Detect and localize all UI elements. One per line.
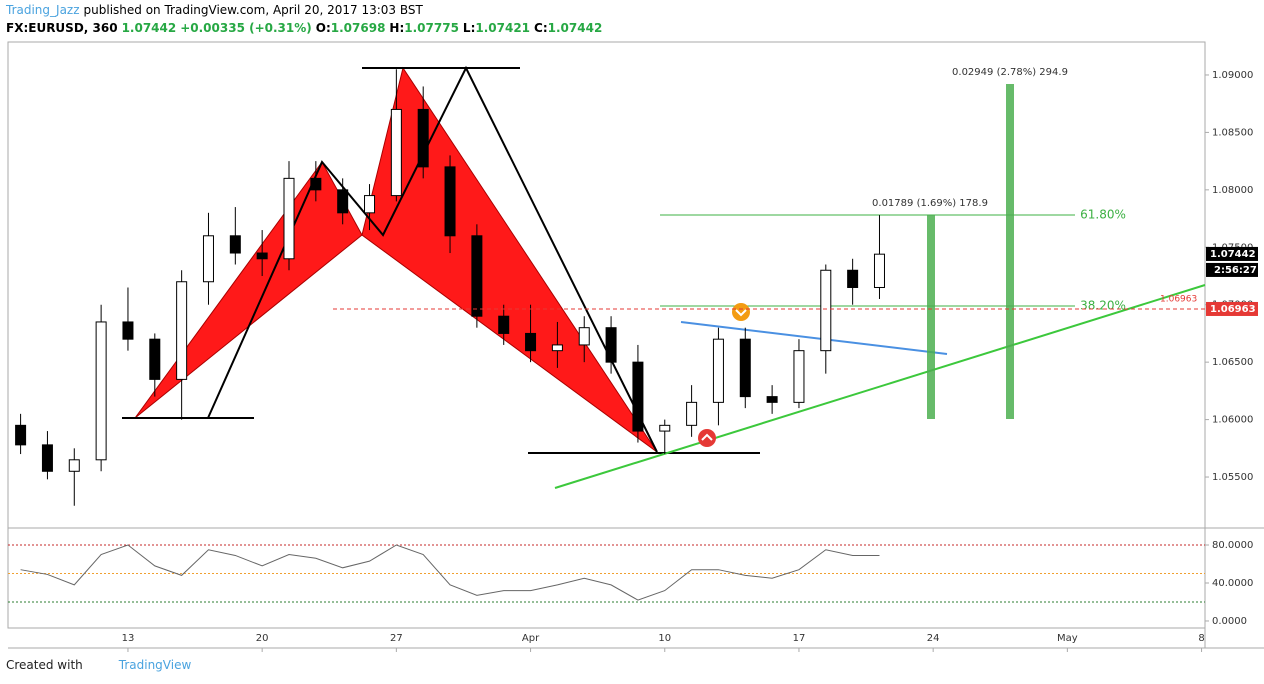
brand[interactable]: TradingView: [118, 658, 192, 672]
countdown: 2:56:27: [1214, 265, 1257, 276]
drawings: [122, 65, 1206, 489]
candle-body: [229, 235, 241, 254]
ohlc-value: 1.07775: [404, 21, 459, 35]
last-price: 1.07442: [121, 21, 177, 35]
candle-body: [283, 177, 295, 260]
candle-body: [551, 344, 563, 352]
candle-body: [122, 321, 134, 340]
x-tick-label: 10: [658, 633, 671, 644]
x-tick-label: 27: [390, 633, 403, 644]
candle-body: [310, 177, 322, 191]
x-tick-label: Apr: [522, 633, 540, 644]
candle-body: [176, 281, 188, 380]
resistance-line: [680, 321, 948, 355]
pattern-xab: [134, 161, 363, 419]
symbol-line: FX:EURUSD, 360 1.07442 +0.00335 (+0.31%) O:…: [6, 21, 610, 35]
x-tick-label: 8: [1198, 633, 1204, 644]
y-tick-label: 40.0000: [1212, 578, 1253, 589]
candle-body: [659, 424, 671, 432]
measure-label: 0.02949 (2.78%) 294.9: [952, 67, 1068, 78]
x-tick-label: 17: [793, 633, 806, 644]
published: published on TradingView.com, April 20, …: [83, 3, 423, 17]
candle-body: [471, 235, 483, 317]
trendline: [554, 284, 1206, 489]
candle-body: [256, 252, 268, 260]
candle-body: [202, 235, 214, 283]
buy-signal: [698, 429, 716, 447]
candle-body: [847, 269, 859, 288]
countdown-tag: [1206, 262, 1258, 277]
y-tick-label: 1.09000: [1212, 70, 1253, 81]
price-tag-label: 1.06963: [1210, 304, 1256, 315]
y-tick-label: 0.0000: [1212, 616, 1247, 627]
candle-body: [820, 269, 832, 352]
x-tick-label: 20: [256, 633, 269, 644]
x-tick-label: 13: [122, 633, 135, 644]
ohlc-label: H:: [389, 21, 405, 35]
candle-body: [605, 327, 617, 363]
fib-label: 61.80%: [1080, 208, 1126, 222]
change: +0.00335 (+0.31%): [180, 21, 312, 35]
projection-bar: [927, 215, 935, 419]
fib-label: 38.20%: [1080, 299, 1126, 313]
candle-body: [68, 459, 80, 472]
ohlc-label: C:: [534, 21, 548, 35]
projection-bar: [1006, 84, 1014, 419]
candle-body: [417, 108, 429, 168]
price-line-label: 1.06963: [1160, 294, 1197, 304]
measure-label: 0.01789 (1.69%) 178.9: [872, 198, 988, 209]
ohlc-label: O:: [315, 21, 331, 35]
y-tick-label: 1.08000: [1212, 185, 1253, 196]
ohlc-value: 1.07698: [330, 21, 386, 35]
candle-body: [337, 189, 349, 214]
price-tag: [1206, 246, 1258, 261]
y-tick-label: 1.08500: [1212, 127, 1253, 138]
candle-body: [15, 424, 27, 446]
header-line: Trading_Jazz published on TradingView.com…: [6, 3, 427, 17]
candle-body: [498, 315, 510, 334]
candle-body: [873, 253, 885, 288]
candle-body: [390, 108, 402, 197]
pattern-bcd: [361, 66, 658, 453]
y-tick-label: 1.06000: [1212, 415, 1253, 426]
price-tag-label: 1.07442: [1210, 249, 1256, 260]
candle-body: [444, 166, 456, 237]
candle-body: [766, 396, 778, 403]
sell-arrow: [735, 309, 747, 317]
candle-body: [149, 338, 161, 380]
ohlc-value: 1.07421: [475, 21, 531, 35]
symbol: FX:EURUSD, 360: [6, 21, 118, 35]
y-tick-label: 1.05500: [1212, 472, 1253, 483]
candle-body: [525, 332, 537, 352]
author[interactable]: Trading_Jazz: [6, 3, 80, 17]
ohlc: O:1.07698 H:1.07775 L:1.07421 C:1.07442: [316, 21, 607, 35]
candle-body: [793, 350, 805, 403]
candle-body: [686, 401, 698, 426]
buy-arrow: [701, 433, 713, 441]
candle-body: [712, 338, 724, 403]
sell-signal: [732, 303, 750, 321]
candle-body: [41, 444, 53, 472]
x-tick-label: 24: [927, 633, 940, 644]
candle-body: [95, 321, 107, 461]
candle-body: [364, 195, 376, 214]
candle-body: [578, 327, 590, 346]
footer: Created with TradingView: [6, 658, 191, 672]
ohlc-value: 1.07442: [547, 21, 603, 35]
ohlc-label: L:: [462, 21, 476, 35]
y-tick-label: 80.0000: [1212, 540, 1253, 551]
rsi-line: [20, 544, 880, 601]
candle-body: [632, 361, 644, 432]
x-tick-label: May: [1057, 633, 1078, 644]
candle-body: [739, 338, 751, 398]
created-with: Created with: [6, 658, 83, 672]
price-tag: [1206, 301, 1258, 316]
y-tick-label: 1.06500: [1212, 357, 1253, 368]
